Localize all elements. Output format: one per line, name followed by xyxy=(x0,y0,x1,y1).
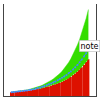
svg-text:note: note xyxy=(81,42,99,51)
